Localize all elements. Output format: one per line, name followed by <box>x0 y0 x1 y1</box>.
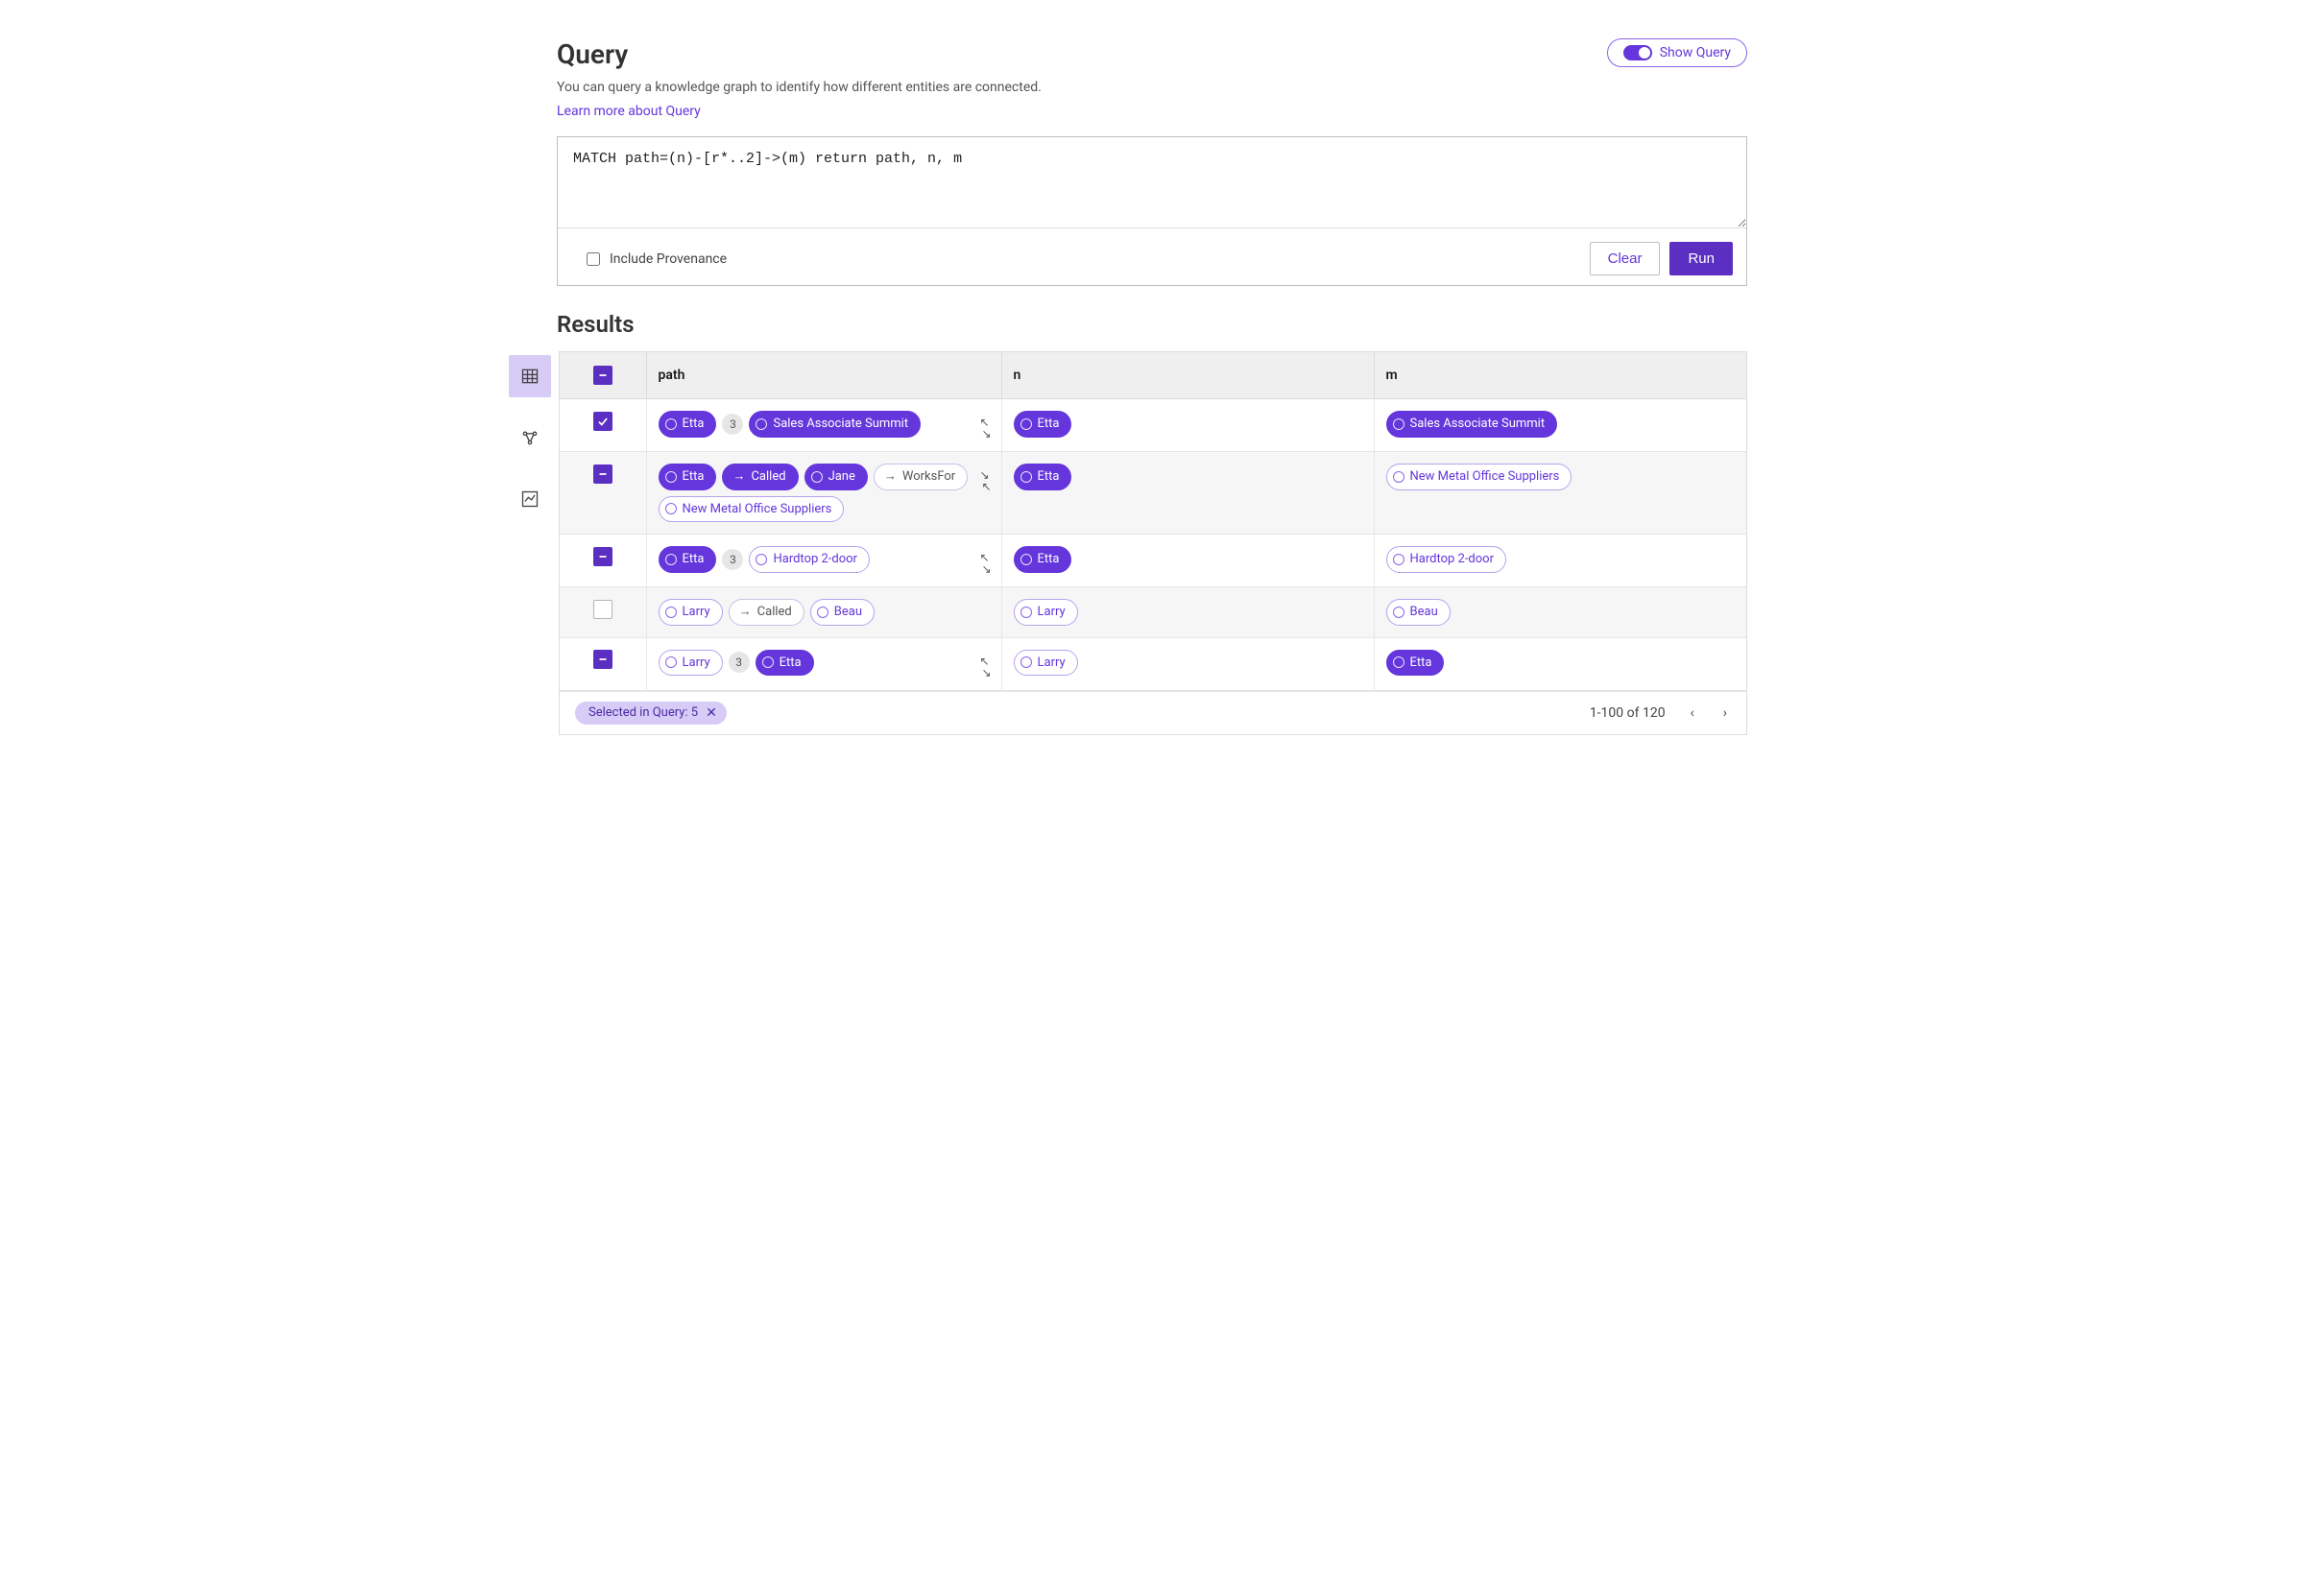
learn-more-link[interactable]: Learn more about Query <box>557 104 701 119</box>
run-button[interactable]: Run <box>1669 242 1733 275</box>
results-title: Results <box>557 311 1747 338</box>
entity-pill[interactable]: Etta <box>659 464 717 490</box>
query-input[interactable] <box>558 137 1746 228</box>
column-header-n[interactable]: n <box>1001 352 1374 399</box>
show-query-label: Show Query <box>1660 45 1731 60</box>
view-rail <box>501 351 559 520</box>
entity-pill[interactable]: Larry <box>659 599 723 626</box>
include-provenance-checkbox[interactable]: Include Provenance <box>571 251 727 267</box>
collapse-icon[interactable]: ↖ ↘ <box>979 411 989 440</box>
m-cell: Etta <box>1374 637 1746 690</box>
relationship-pill[interactable]: →WorksFor <box>874 464 968 490</box>
collapse-icon[interactable]: ↖ ↘ <box>979 546 989 575</box>
entity-pill[interactable]: Sales Associate Summit <box>1386 411 1558 438</box>
pagination-label: 1-100 of 120 <box>1590 705 1666 721</box>
collapse-icon[interactable]: ↖ ↘ <box>979 650 989 679</box>
m-cell: Sales Associate Summit <box>1374 399 1746 452</box>
entity-pill[interactable]: Sales Associate Summit <box>749 411 921 438</box>
row-select-cell[interactable] <box>560 637 646 690</box>
include-provenance-input[interactable] <box>587 252 600 266</box>
m-cell: Beau <box>1374 587 1746 638</box>
results-panel: path n m Etta3Sales Associate Summit↖ ↘E… <box>559 351 1747 735</box>
header-select-cell[interactable] <box>560 352 646 399</box>
entity-pill[interactable]: Jane <box>804 464 868 490</box>
n-cell: Etta <box>1001 535 1374 587</box>
table-row: Larry→CalledBeauLarryBeau <box>560 587 1746 638</box>
m-cell: New Metal Office Suppliers <box>1374 452 1746 535</box>
row-select-cell[interactable] <box>560 452 646 535</box>
entity-pill[interactable]: Etta <box>756 650 814 677</box>
row-select-cell[interactable] <box>560 535 646 587</box>
graph-view-icon[interactable] <box>509 417 551 459</box>
chart-view-icon[interactable] <box>509 478 551 520</box>
relationship-pill[interactable]: →Called <box>722 464 798 490</box>
query-box: Include Provenance Clear Run <box>557 136 1747 286</box>
selected-count-pill[interactable]: Selected in Query: 5 ✕ <box>575 702 727 725</box>
entity-pill[interactable]: Hardtop 2-door <box>749 546 870 573</box>
row-select-cell[interactable] <box>560 399 646 452</box>
entity-pill[interactable]: Larry <box>1014 650 1078 677</box>
entity-pill[interactable]: New Metal Office Suppliers <box>1386 464 1572 490</box>
path-cell: Larry→CalledBeau <box>646 587 1001 638</box>
table-view-icon[interactable] <box>509 355 551 397</box>
entity-pill[interactable]: Hardtop 2-door <box>1386 546 1507 573</box>
n-cell: Etta <box>1001 399 1374 452</box>
path-cell: Etta→CalledJane→WorksFor New Metal Office… <box>646 452 1001 535</box>
clear-button[interactable]: Clear <box>1590 242 1661 275</box>
entity-pill[interactable]: Etta <box>1014 464 1072 490</box>
entity-pill[interactable]: Larry <box>659 650 723 677</box>
entity-pill[interactable]: Etta <box>659 546 717 573</box>
selected-count-label: Selected in Query: 5 <box>588 705 698 720</box>
table-row: Etta3Hardtop 2-door↖ ↘EttaHardtop 2-door <box>560 535 1746 587</box>
row-select-cell[interactable] <box>560 587 646 638</box>
page-title: Query <box>557 38 1042 70</box>
entity-pill[interactable]: Etta <box>1014 411 1072 438</box>
path-cell: Etta3 Hardtop 2-door ↖ ↘ <box>646 535 1001 587</box>
entity-pill[interactable]: New Metal Office Suppliers <box>659 496 845 523</box>
entity-pill[interactable]: Etta <box>1386 650 1445 677</box>
next-page-icon[interactable]: › <box>1719 702 1731 725</box>
table-row: Etta→CalledJane→WorksForNew Metal Office… <box>560 452 1746 535</box>
path-count-badge: 3 <box>729 652 750 673</box>
entity-pill[interactable]: Beau <box>1386 599 1451 626</box>
column-header-path[interactable]: path <box>646 352 1001 399</box>
n-cell: Larry <box>1001 637 1374 690</box>
path-cell: Etta3 Sales Associate Summit ↖ ↘ <box>646 399 1001 452</box>
entity-pill[interactable]: Beau <box>810 599 875 626</box>
table-row: Etta3Sales Associate Summit↖ ↘EttaSales … <box>560 399 1746 452</box>
include-provenance-label: Include Provenance <box>610 251 727 267</box>
results-table: path n m Etta3Sales Associate Summit↖ ↘E… <box>560 352 1746 691</box>
entity-pill[interactable]: Larry <box>1014 599 1078 626</box>
m-cell: Hardtop 2-door <box>1374 535 1746 587</box>
n-cell: Larry <box>1001 587 1374 638</box>
entity-pill[interactable]: Etta <box>659 411 717 438</box>
expand-icon[interactable]: ↘ ↖ <box>979 464 989 492</box>
table-row: Larry 3 Etta ↖ ↘ Larry Etta <box>560 637 1746 690</box>
relationship-pill[interactable]: →Called <box>729 599 804 626</box>
path-count-badge: 3 <box>722 414 743 435</box>
n-cell: Etta <box>1001 452 1374 535</box>
close-icon[interactable]: ✕ <box>706 705 717 721</box>
toggle-icon <box>1623 45 1652 60</box>
column-header-m[interactable]: m <box>1374 352 1746 399</box>
path-cell: Larry 3 Etta ↖ ↘ <box>646 637 1001 690</box>
show-query-toggle[interactable]: Show Query <box>1607 38 1747 67</box>
pagination: 1-100 of 120 ‹ › <box>1590 702 1731 725</box>
path-count-badge: 3 <box>722 549 743 570</box>
page-description: You can query a knowledge graph to ident… <box>557 80 1042 95</box>
prev-page-icon[interactable]: ‹ <box>1687 702 1698 725</box>
entity-pill[interactable]: Etta <box>1014 546 1072 573</box>
